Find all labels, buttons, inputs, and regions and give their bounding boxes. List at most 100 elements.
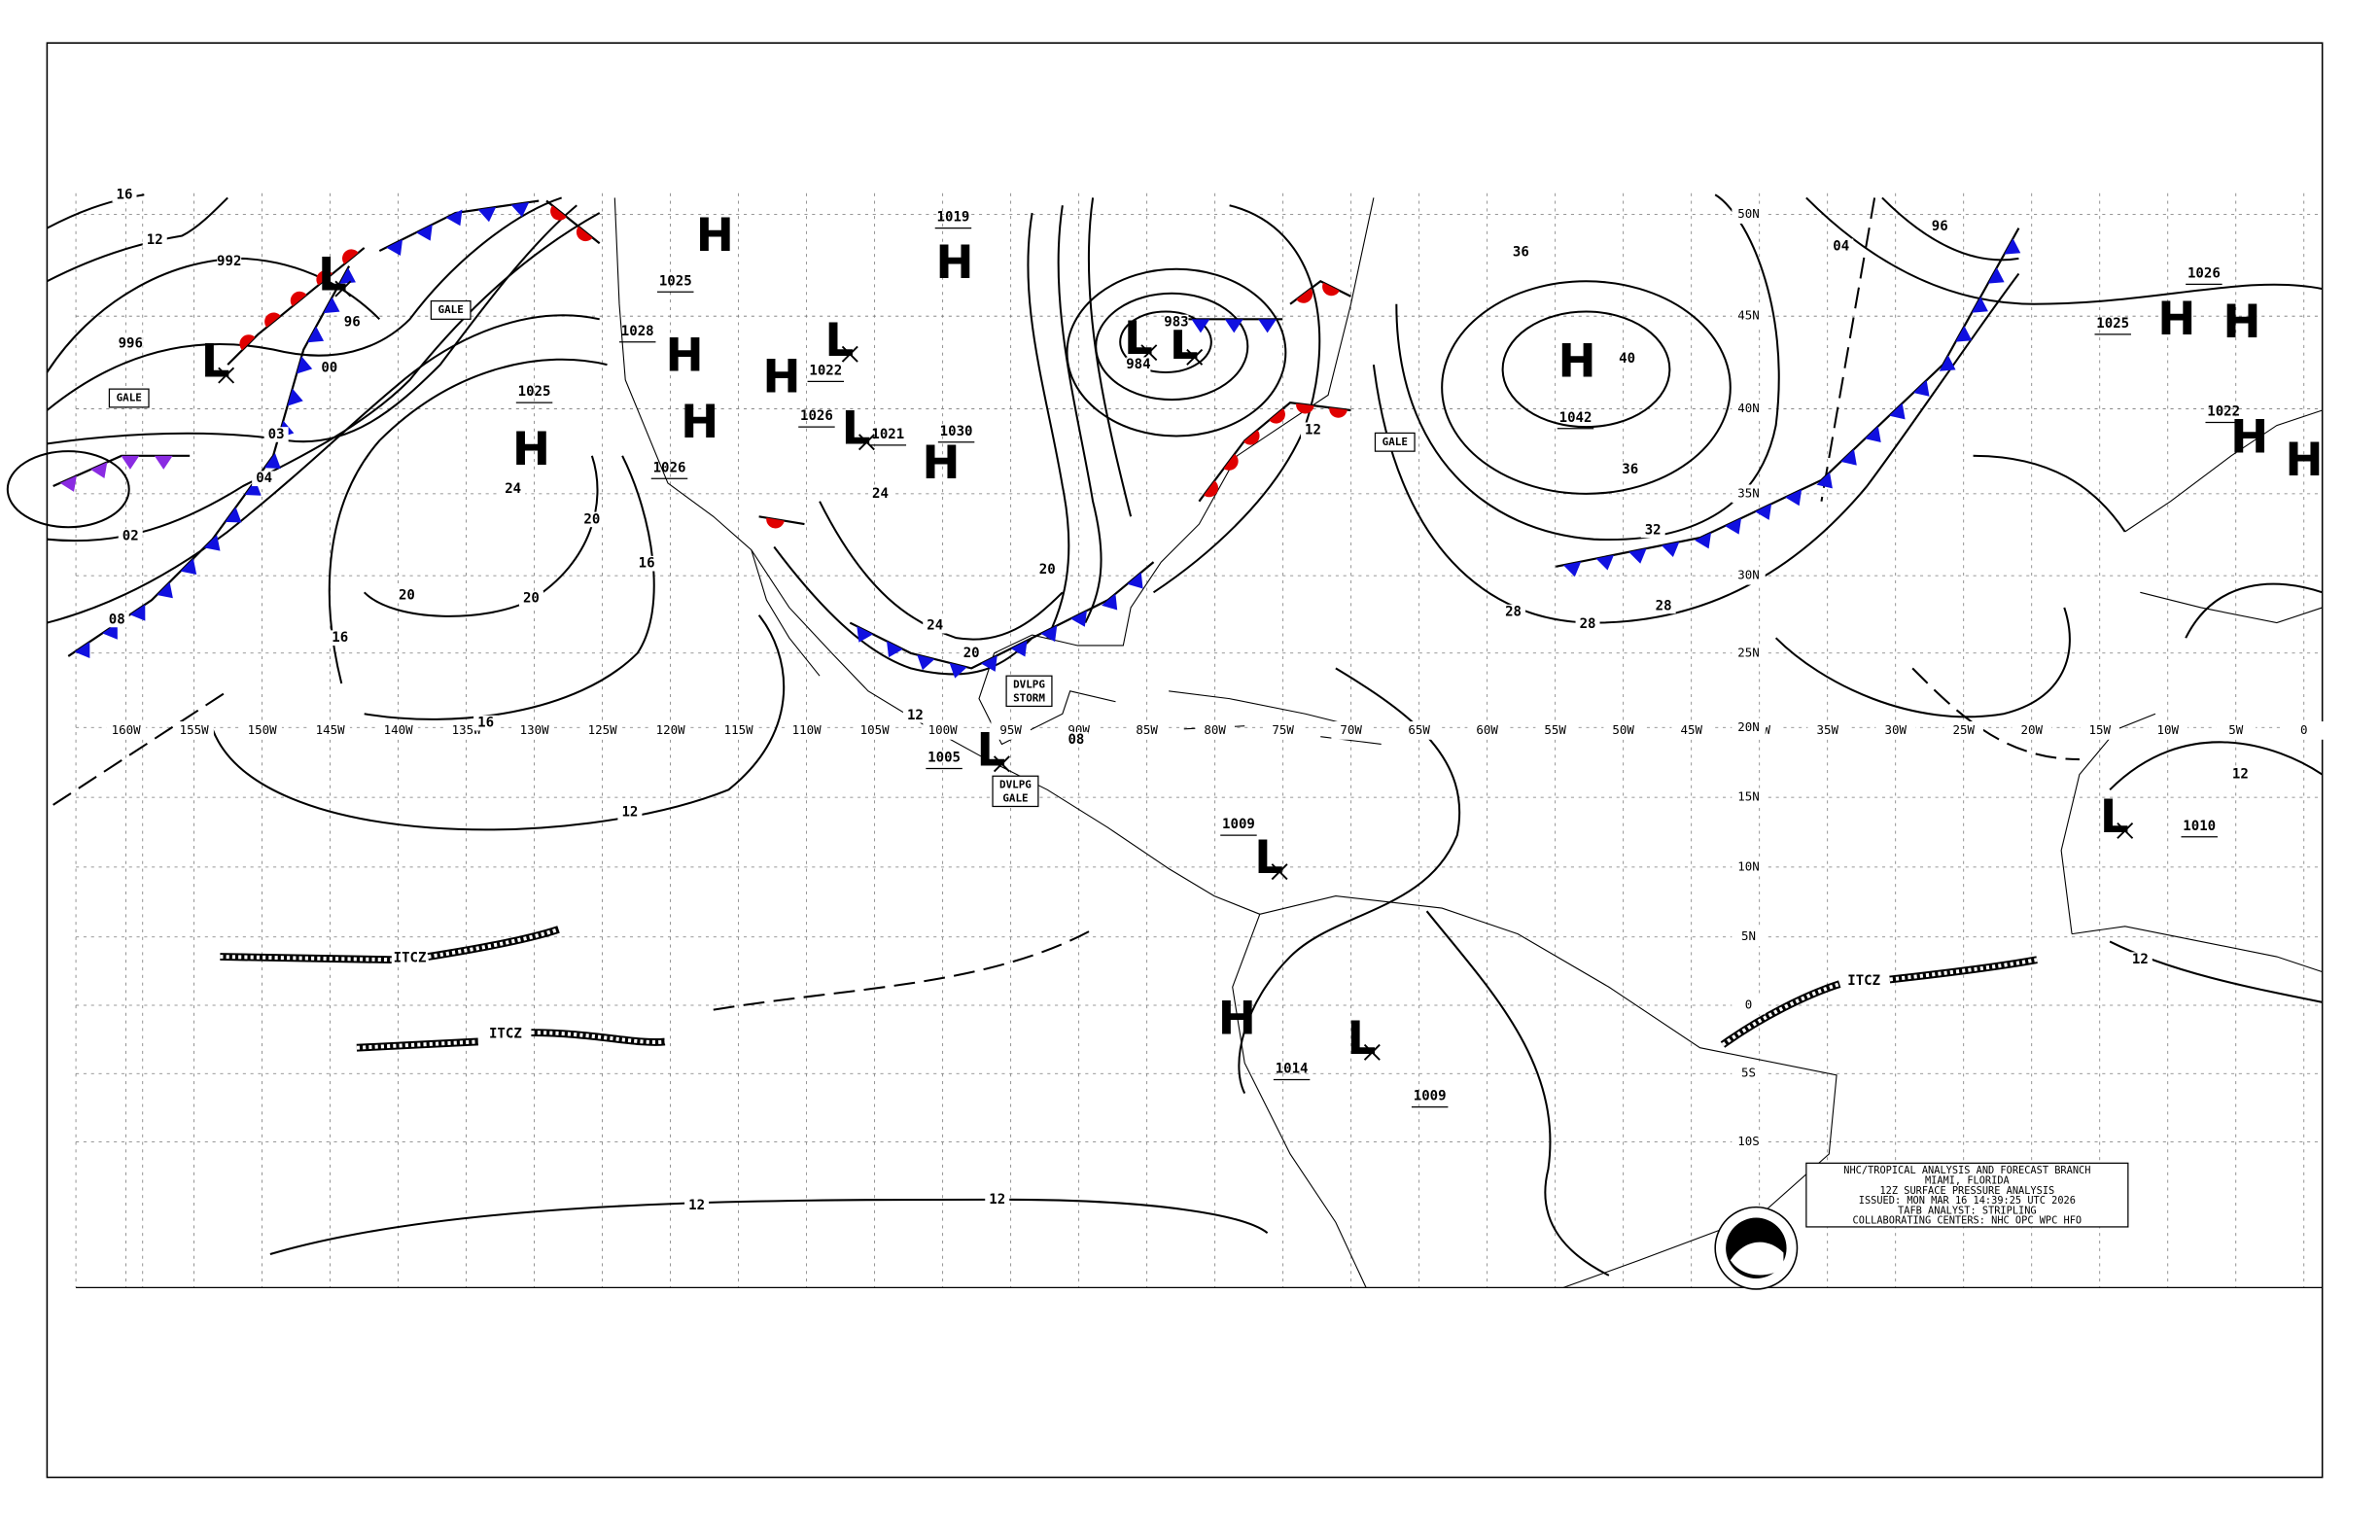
cold-front-mark xyxy=(287,388,303,406)
cold-front-mark xyxy=(1628,548,1647,564)
lon-label-box xyxy=(1399,721,1439,740)
central-pressure: 1021 xyxy=(871,427,904,442)
front-line xyxy=(67,265,351,657)
lat-label-box xyxy=(1732,996,1766,1015)
isobar-label: 36 xyxy=(1622,462,1638,477)
low-center: L xyxy=(201,336,230,389)
low-marker xyxy=(1271,863,1288,881)
longitude-label: 150W xyxy=(248,722,278,737)
lon-label-box xyxy=(310,721,350,740)
longitude-label: 85W xyxy=(1136,722,1158,737)
lat-label-box xyxy=(1732,718,1766,737)
isobar-label: 08 xyxy=(109,612,125,627)
isobar xyxy=(773,501,1064,676)
lat-label-box xyxy=(1732,1064,1766,1083)
longitude-label: 45W xyxy=(1680,722,1702,737)
warning-label: GALE xyxy=(117,391,142,403)
isobar-label: 28 xyxy=(1580,616,1596,632)
longitude-label: 15W xyxy=(2088,722,2111,737)
isobar-label-bg xyxy=(923,617,948,634)
isobar xyxy=(47,314,600,624)
latitude-label: 5S xyxy=(1741,1066,1756,1080)
isobar-label-bg xyxy=(518,590,543,607)
cold-front-mark xyxy=(886,641,903,658)
itcz-band xyxy=(1721,958,2038,1047)
longitude-label: 30W xyxy=(1884,722,1907,737)
warm-front-mark xyxy=(1329,407,1348,418)
isobar-label-bg xyxy=(142,232,167,248)
isobar xyxy=(1441,280,1732,495)
isobar-label: 24 xyxy=(927,618,943,634)
isobar-label: 992 xyxy=(217,254,241,269)
isobar xyxy=(1395,193,1780,542)
warm-front-mark xyxy=(1204,480,1219,498)
isobar-label-bg xyxy=(1164,314,1189,331)
latitude-label: 20N xyxy=(1737,719,1760,734)
lat-label-box xyxy=(1732,205,1766,224)
high-center: H xyxy=(2230,412,2268,465)
central-pressure: 1026 xyxy=(2188,265,2221,281)
high-center: H xyxy=(512,424,550,476)
isobar xyxy=(1066,267,1287,438)
cold-front-mark xyxy=(1972,297,1988,313)
isobar-label: 28 xyxy=(1505,605,1522,620)
cold-front-mark xyxy=(297,356,313,374)
isobar-label-bg xyxy=(1064,731,1089,748)
cold-front-mark xyxy=(1595,554,1614,571)
warm-front-mark xyxy=(239,334,256,351)
latitude-label: 30N xyxy=(1737,568,1760,582)
isobar-label: 16 xyxy=(332,630,348,646)
cold-front-mark xyxy=(510,201,530,218)
cold-front-mark xyxy=(157,581,173,599)
isobar-label: 983 xyxy=(1164,314,1188,330)
cold-front-mark xyxy=(857,626,874,643)
longitude-label: 10W xyxy=(2156,722,2179,737)
longitude-label: 65W xyxy=(1408,722,1430,737)
isobar-label-bg xyxy=(317,360,342,376)
lon-label-box xyxy=(1875,721,1916,740)
low-center: L xyxy=(842,402,871,455)
lat-label-box xyxy=(1732,566,1766,585)
cold-front-mark xyxy=(323,297,340,314)
isobar-label: 36 xyxy=(1513,245,1529,261)
itcz-bands xyxy=(220,926,2038,1052)
warning-label: GALE xyxy=(1002,792,1028,805)
isobar-label-bg xyxy=(339,314,365,331)
latitude-label: 50N xyxy=(1737,206,1760,221)
isobar-label: 16 xyxy=(477,716,494,731)
isobar-label-bg xyxy=(617,804,643,821)
lat-label-box xyxy=(1732,400,1766,418)
title-block xyxy=(1805,1162,2129,1228)
cold-front-mark xyxy=(1913,380,1930,397)
warm-front-mark xyxy=(576,226,593,242)
isobar-label-bg xyxy=(1508,244,1533,261)
isobar-label: 984 xyxy=(1126,357,1150,372)
high-center: H xyxy=(762,351,800,403)
lat-label-box xyxy=(1732,788,1766,807)
itcz-band xyxy=(356,1031,666,1050)
cold-front-mark xyxy=(74,642,90,658)
central-pressure: 1028 xyxy=(621,324,654,339)
low-center: L xyxy=(2100,791,2129,844)
isobar-label-bg xyxy=(868,486,892,502)
isobar-label: 24 xyxy=(872,486,889,502)
lon-label-box xyxy=(923,721,962,740)
title-line: TAFB ANALYST: STRIPLING xyxy=(1898,1205,2037,1216)
lat-label-box xyxy=(1732,484,1766,504)
latitude-label: 25N xyxy=(1737,645,1760,659)
low-center: L xyxy=(977,724,1006,777)
longitude-label: 60W xyxy=(1476,722,1498,737)
cold-front-mark xyxy=(2004,238,2021,255)
lat-label-box xyxy=(1732,644,1766,663)
isobar-label-bg xyxy=(1618,462,1643,477)
low-marker xyxy=(993,755,1010,773)
central-pressure: 1026 xyxy=(653,460,686,475)
isobar-label-bg xyxy=(104,612,129,628)
lon-label-box xyxy=(991,721,1031,740)
isobar-label-bg xyxy=(118,528,143,544)
warning-label: STORM xyxy=(1013,692,1045,705)
cold-front-mark xyxy=(1040,625,1058,643)
cold-front-mark xyxy=(477,206,497,223)
cold-front-mark xyxy=(1865,426,1881,443)
isobar-label-bg xyxy=(328,630,353,646)
